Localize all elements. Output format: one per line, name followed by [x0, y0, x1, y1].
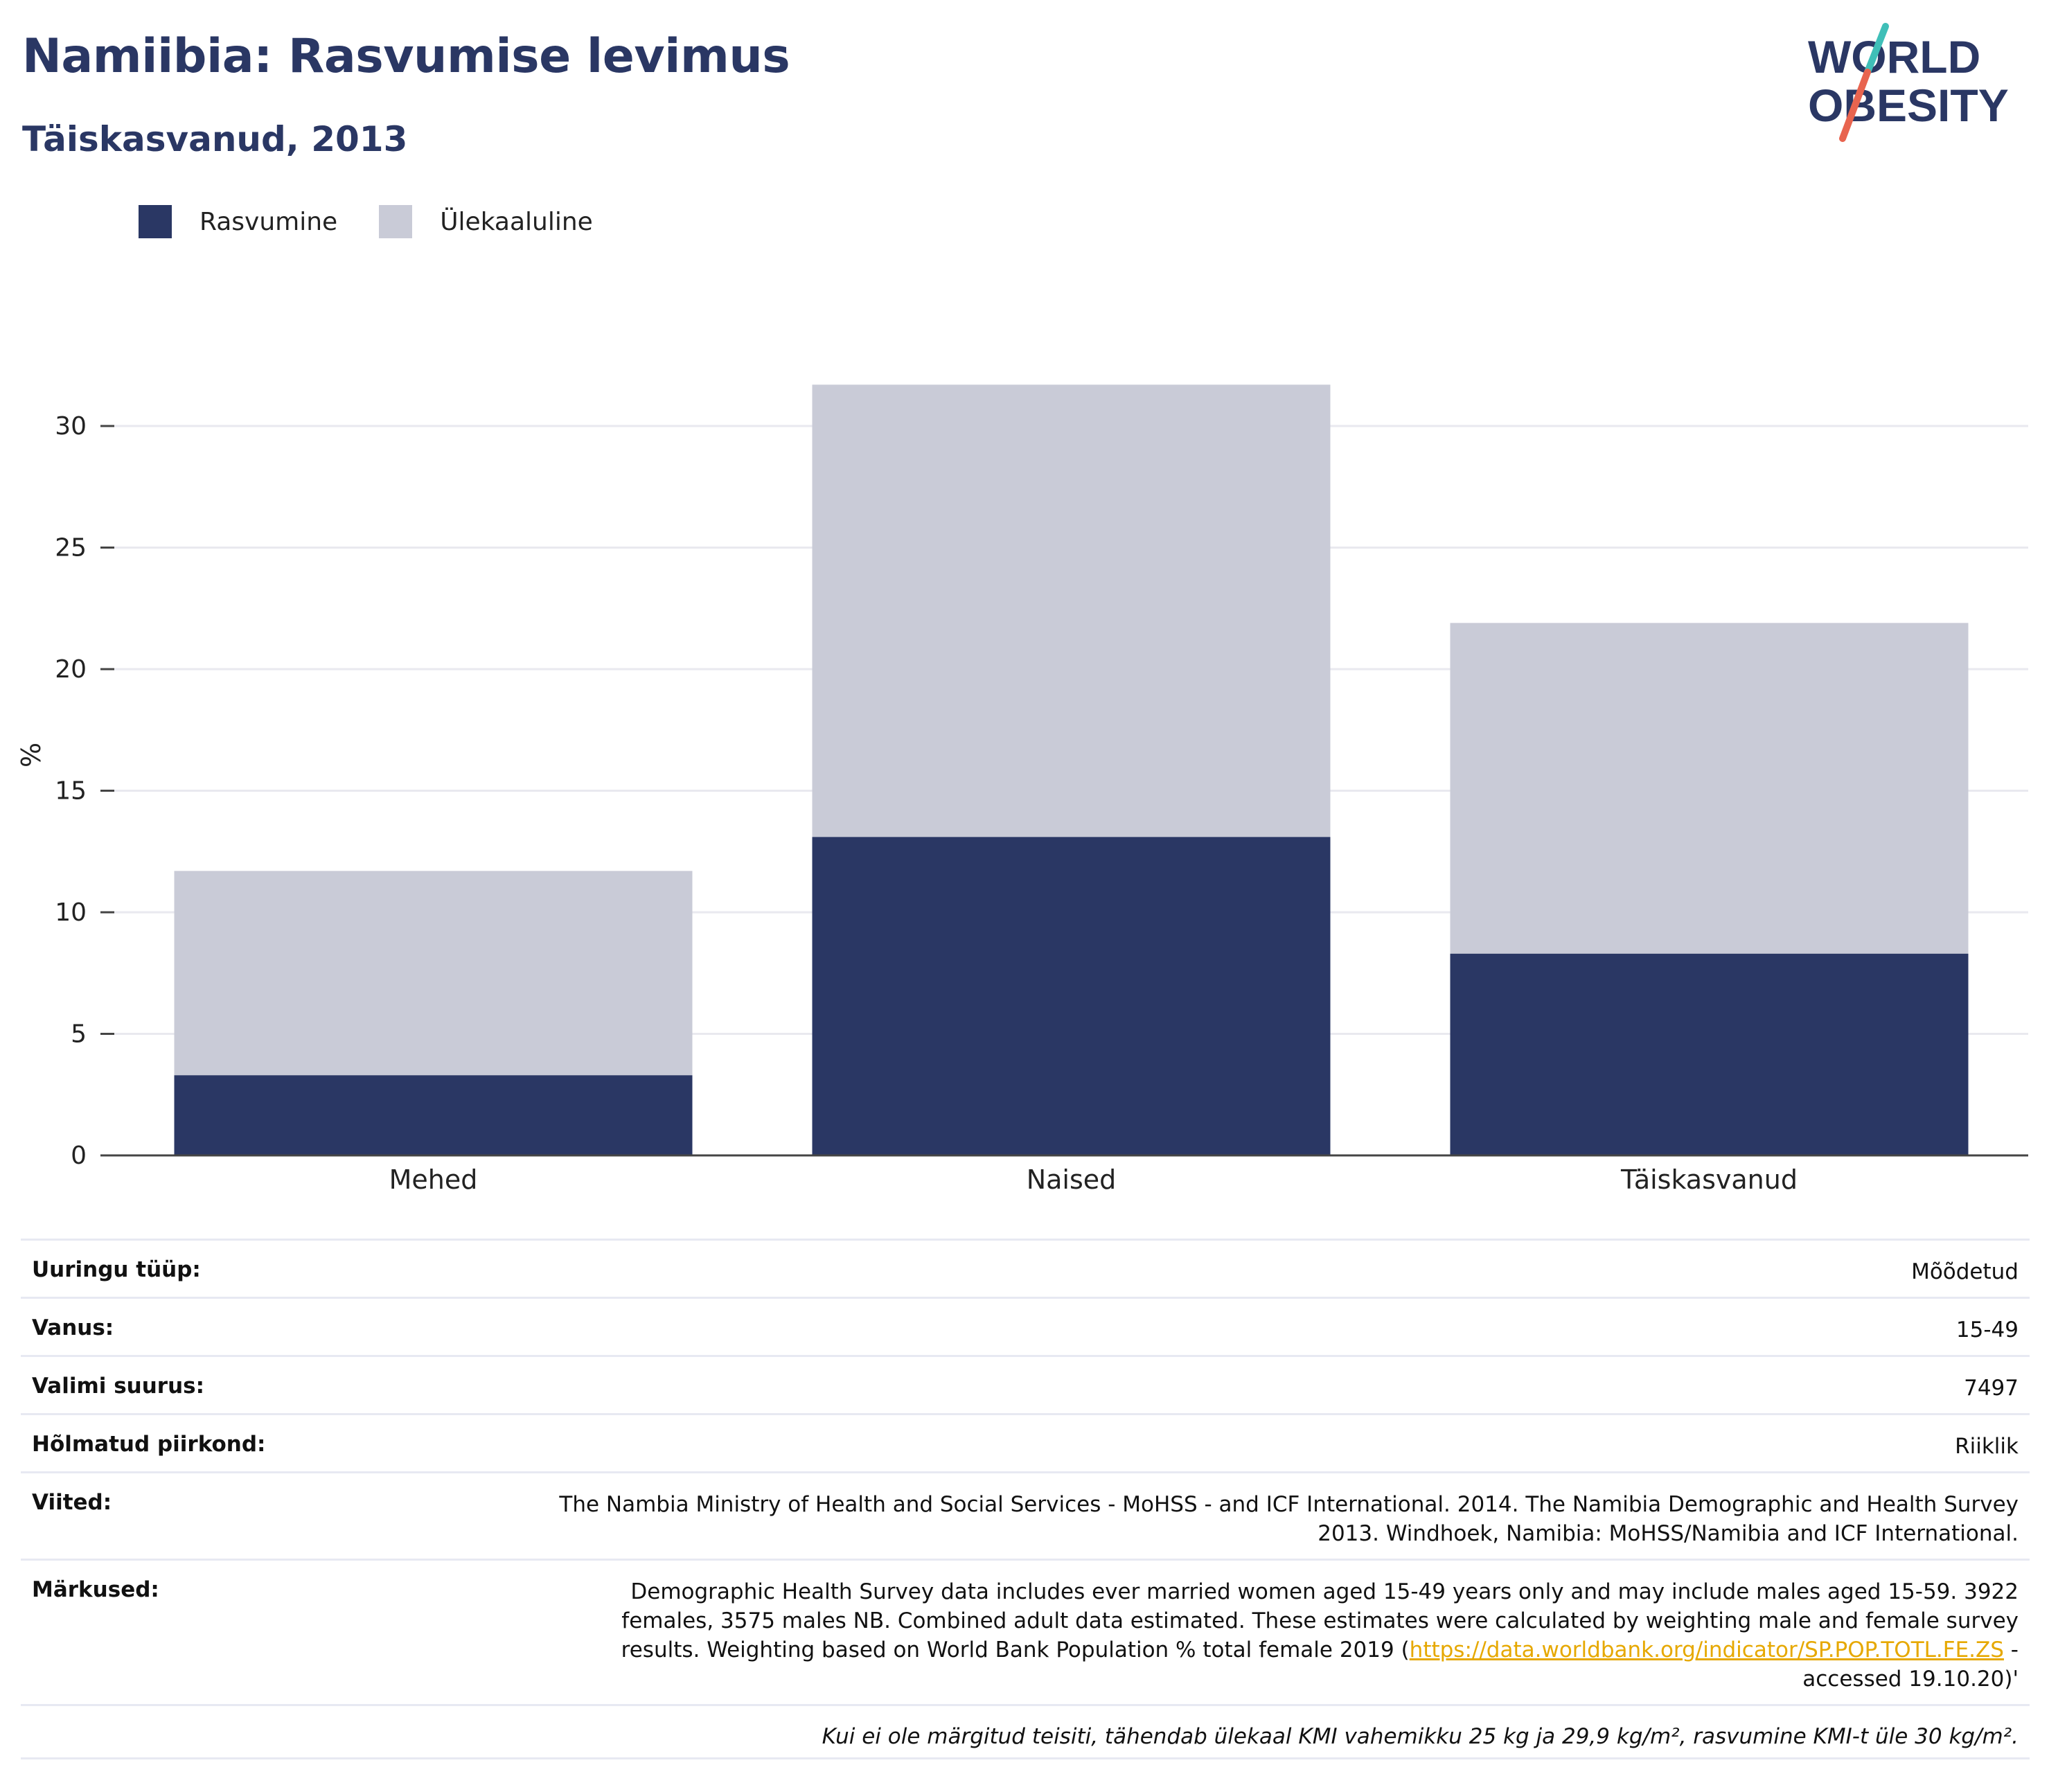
legend-label-obesity: Rasvumine [199, 207, 338, 236]
meta-row-region: Hõlmatud piirkond: Riiklik [21, 1413, 2030, 1471]
legend-item-obesity[interactable]: Rasvumine [139, 205, 337, 238]
bar-obesity-naised[interactable] [812, 837, 1331, 1155]
meta-row-survey-type: Uuringu tüüp: Mõõdetud [21, 1239, 2030, 1297]
chart-subtitle: Täiskasvanud, 2013 [22, 119, 408, 159]
y-tick-label-10: 10 [55, 898, 87, 927]
meta-label: Vanus: [32, 1315, 114, 1340]
meta-value-references: The Nambia Ministry of Health and Social… [559, 1490, 2019, 1548]
x-tick-label-mehed: Mehed [389, 1164, 478, 1195]
meta-label: Hõlmatud piirkond: [32, 1432, 266, 1457]
notes-line: accessed 19.10.20)' [1802, 1667, 2019, 1692]
x-tick-label-naised: Naised [1027, 1164, 1117, 1195]
meta-value: Mõõdetud [1911, 1259, 2019, 1284]
bar-overweight-mehed[interactable] [174, 871, 693, 1076]
y-axis-ticks: 0 5 10 15 20 25 30 [55, 412, 2028, 1170]
notes-line: females, 3575 males NB. Combined adult d… [621, 1608, 2019, 1633]
chart-title: Namiibia: Rasvumise levimus [22, 29, 790, 84]
bar-overweight-naised[interactable] [812, 384, 1331, 837]
notes-line: Demographic Health Survey data includes … [630, 1579, 2019, 1604]
meta-label: Märkused: [32, 1577, 159, 1602]
meta-value: 15-49 [1955, 1318, 2019, 1342]
bars [174, 384, 1969, 1155]
legend-label-overweight: Ülekaaluline [440, 207, 593, 236]
meta-value-notes: Demographic Health Survey data includes … [621, 1577, 2019, 1694]
meta-value: Riiklik [1955, 1434, 2019, 1459]
meta-label: Viited: [32, 1490, 112, 1515]
bar-obesity-mehed[interactable] [174, 1075, 693, 1155]
notes-line: - [2003, 1638, 2019, 1662]
reference-line: The Nambia Ministry of Health and Social… [559, 1492, 2019, 1517]
x-tick-label-täiskasvanud: Täiskasvanud [1620, 1164, 1798, 1195]
logo-text-obesity: OBESITY [1808, 80, 2009, 131]
stacked-bar-chart: 0 5 10 15 20 25 30 Mehed Naised Täiskasvanud % [16, 384, 2028, 1195]
y-tick-label-20: 20 [55, 655, 87, 684]
x-axis-labels: Mehed Naised Täiskasvanud [389, 1164, 1798, 1195]
reference-line: 2013. Windhoek, Namibia: MoHSS/Namibia a… [1318, 1521, 2019, 1546]
meta-row-sample-size: Valimi suurus: 7497 [21, 1355, 2030, 1413]
y-tick-label-30: 30 [55, 412, 87, 441]
chart-legend: Rasvumine Ülekaaluline [139, 205, 635, 238]
notes-line: results. Weighting based on World Bank P… [621, 1638, 1410, 1662]
y-axis-label: % [16, 743, 46, 768]
logo-slash-teal [1864, 23, 1889, 76]
survey-details-table: Uuringu tüüp: Mõõdetud Vanus: 15-49 Vali… [21, 1239, 2030, 1759]
meta-value: 7497 [1964, 1376, 2019, 1401]
worldbank-link[interactable]: https://data.worldbank.org/indicator/SP.… [1409, 1638, 2004, 1662]
meta-label: Uuringu tüüp: [32, 1257, 201, 1282]
y-tick-label-25: 25 [55, 534, 87, 562]
legend-item-overweight[interactable]: Ülekaaluline [379, 205, 593, 238]
logo-slash-red [1839, 69, 1871, 142]
y-tick-label-0: 0 [71, 1142, 87, 1170]
meta-row-references: Viited: The Nambia Ministry of Health an… [21, 1471, 2030, 1559]
meta-label: Valimi suurus: [32, 1374, 204, 1399]
bar-overweight-täiskasvanud[interactable] [1450, 623, 1969, 954]
legend-swatch-overweight [379, 205, 413, 238]
world-obesity-logo: WORLD OBESITY [1808, 23, 2009, 142]
legend-swatch-obesity [139, 205, 172, 238]
logo-text-world: WORLD [1808, 31, 1980, 82]
meta-row-notes: Märkused: Demographic Health Survey data… [21, 1559, 2030, 1704]
bar-obesity-täiskasvanud[interactable] [1450, 953, 1969, 1155]
y-tick-label-15: 15 [55, 777, 87, 806]
y-tick-label-5: 5 [71, 1020, 87, 1049]
definition-footnote: Kui ei ole märgitud teisiti, tähendab ül… [21, 1704, 2030, 1759]
meta-row-age: Vanus: 15-49 [21, 1297, 2030, 1355]
